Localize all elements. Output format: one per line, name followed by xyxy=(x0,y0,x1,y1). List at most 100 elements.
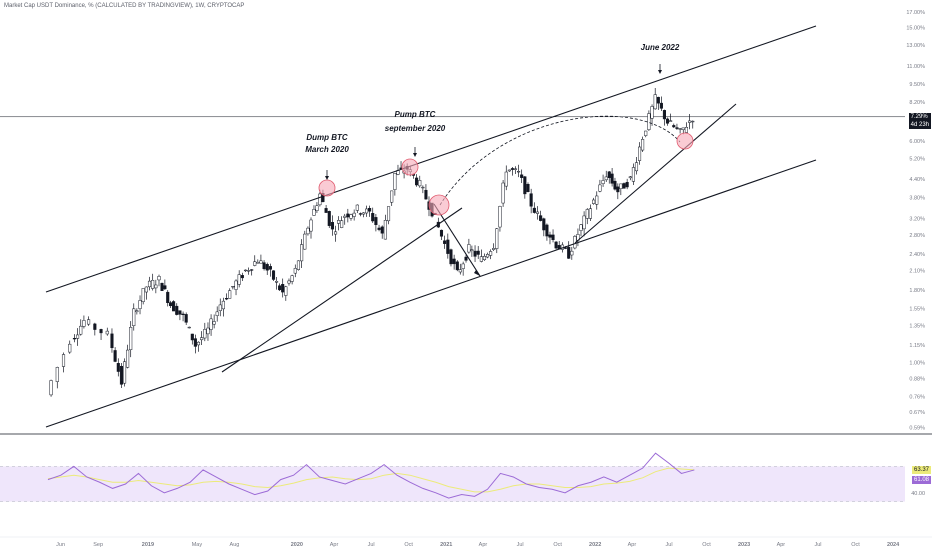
candle-body xyxy=(178,310,182,315)
candle-body xyxy=(383,219,387,240)
candle-body xyxy=(76,334,80,339)
candle-body xyxy=(368,207,372,212)
current-price-value: 7.29% xyxy=(910,113,928,120)
trendlines-layer: Dump BTC March 2020 Pump BTC september 2020… xyxy=(45,25,817,428)
time-axis-label: 2022 xyxy=(589,542,601,548)
candle-body xyxy=(570,250,574,256)
candle-body xyxy=(253,261,257,266)
support-line-2021 xyxy=(574,103,737,244)
candle-body xyxy=(669,120,673,122)
rsi-ma-line xyxy=(47,467,695,493)
candle-body xyxy=(458,269,462,273)
candle-body xyxy=(215,311,219,316)
candle-body xyxy=(119,365,124,385)
candle-body xyxy=(287,280,291,284)
time-axis-label: Jul xyxy=(814,542,821,548)
candle-body xyxy=(247,270,251,272)
candle-body xyxy=(510,168,514,170)
time-axis-label: Apr xyxy=(777,542,786,548)
annotation-arrowhead xyxy=(325,176,329,180)
candle-body xyxy=(371,213,375,222)
price-axis-label: 0.76% xyxy=(909,394,925,400)
candle-body xyxy=(601,180,605,184)
rsi-ma-value: 63.37 xyxy=(913,467,929,473)
candle-body xyxy=(105,330,109,335)
candle-body xyxy=(281,284,285,293)
candle-body xyxy=(271,270,276,280)
candle-body xyxy=(144,286,148,293)
candle-body xyxy=(327,211,331,226)
annotation-arrowhead xyxy=(658,70,662,74)
candle-body xyxy=(361,212,366,215)
candle-body xyxy=(135,310,139,313)
price-axis-label: 4.40% xyxy=(909,177,925,183)
candle-body xyxy=(333,231,338,235)
candle-body xyxy=(622,183,626,189)
time-axis-label: 2023 xyxy=(738,542,750,548)
candle-body xyxy=(446,239,450,254)
candle-body xyxy=(82,320,86,327)
price-axis-label: 2.80% xyxy=(909,233,925,239)
highlight-circle xyxy=(401,158,419,176)
candle-body xyxy=(169,302,173,307)
candle-body xyxy=(464,256,468,261)
candle-body xyxy=(504,171,508,187)
candle-body xyxy=(529,193,533,207)
candle-body xyxy=(190,333,194,341)
time-axis-label: Oct xyxy=(404,542,413,548)
candle-body xyxy=(517,171,521,173)
candle-body xyxy=(610,173,614,184)
candle-body xyxy=(256,261,260,264)
candle-body xyxy=(551,234,555,240)
candle-body xyxy=(224,298,229,300)
candle-body xyxy=(439,229,444,237)
candle-body xyxy=(582,215,586,230)
highlight-circle xyxy=(676,132,694,150)
candle-body xyxy=(181,313,185,316)
price-axis-label: 2.10% xyxy=(909,269,925,275)
candle-body xyxy=(160,282,164,291)
candles-layer xyxy=(49,87,695,397)
time-axis-label: Jul xyxy=(368,542,375,548)
candle-body xyxy=(250,269,254,271)
dashed-arc xyxy=(439,115,681,206)
rsi-panel: 40.00 xyxy=(0,452,925,502)
candle-body xyxy=(592,199,596,204)
candle-body xyxy=(513,168,518,170)
candle-body xyxy=(221,300,225,310)
candle-body xyxy=(243,269,248,272)
candle-body xyxy=(449,249,453,265)
candle-body xyxy=(473,250,477,257)
chart-title: Market Cap USDT Dominance, % (CALCULATED… xyxy=(4,3,245,9)
candle-body xyxy=(172,301,176,312)
candle-body xyxy=(231,285,235,288)
candle-body xyxy=(659,102,663,109)
candle-body xyxy=(665,118,670,124)
time-axis-label: Apr xyxy=(330,542,339,548)
candle-body xyxy=(358,213,362,215)
candle-body xyxy=(138,300,142,309)
price-axis-label: 15.00% xyxy=(906,26,925,32)
candle-body xyxy=(123,361,127,384)
candle-body xyxy=(68,343,72,353)
price-axis-label: 2.40% xyxy=(909,252,925,258)
candle-body xyxy=(579,224,583,231)
candle-body xyxy=(340,220,344,228)
candle-body xyxy=(237,274,241,285)
candle-body xyxy=(72,337,76,340)
candle-body xyxy=(349,214,353,219)
time-axis-label: Oct xyxy=(702,542,711,548)
price-axis-label: 8.20% xyxy=(909,100,925,106)
candle-body xyxy=(625,182,629,188)
candle-body xyxy=(485,254,490,258)
rsi-value-tag-2: 61.08 xyxy=(911,476,931,484)
highlight-circle xyxy=(428,194,450,216)
price-axis-label: 0.59% xyxy=(909,426,925,432)
candle-body xyxy=(455,261,459,271)
candle-body xyxy=(470,249,474,251)
upper-channel-line xyxy=(45,25,817,293)
price-axis-label: 3.20% xyxy=(909,217,925,223)
candle-body xyxy=(315,205,319,211)
candle-body xyxy=(303,233,307,250)
